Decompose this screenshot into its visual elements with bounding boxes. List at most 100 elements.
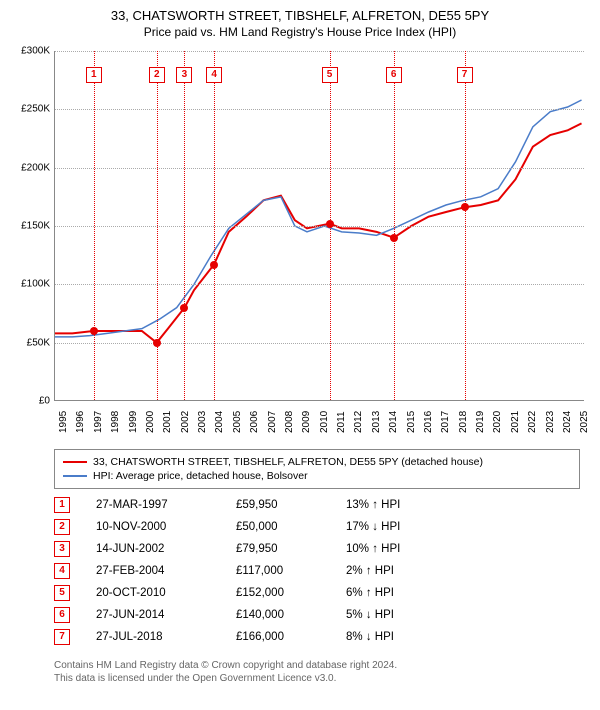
x-tick-label: 1997	[93, 411, 104, 433]
legend-label: 33, CHATSWORTH STREET, TIBSHELF, ALFRETO…	[93, 456, 483, 468]
row-price: £59,950	[236, 499, 346, 511]
x-tick-label: 2005	[232, 411, 243, 433]
row-price: £117,000	[236, 565, 346, 577]
x-tick-label: 1999	[128, 411, 139, 433]
row-pct: 13% ↑ HPI	[346, 499, 476, 511]
table-row: 4 27-FEB-2004£117,0002% ↑ HPI	[54, 563, 580, 579]
x-tick-label: 2019	[475, 411, 486, 433]
row-pct: 17% ↓ HPI	[346, 521, 476, 533]
row-date: 10-NOV-2000	[96, 521, 236, 533]
marker-dot	[153, 339, 161, 347]
x-tick-label: 2007	[267, 411, 278, 433]
series-line	[55, 100, 582, 337]
row-pct: 2% ↑ HPI	[346, 565, 476, 577]
y-tick-label: £100K	[10, 279, 50, 290]
gridline	[55, 284, 584, 285]
marker-box: 7	[457, 67, 473, 83]
x-tick-label: 1995	[58, 411, 69, 433]
marker-dot	[180, 304, 188, 312]
footer-line-1: Contains HM Land Registry data © Crown c…	[54, 659, 580, 672]
x-tick-label: 2022	[527, 411, 538, 433]
marker-dot	[90, 327, 98, 335]
marker-vline	[94, 51, 95, 400]
x-tick-label: 2006	[249, 411, 260, 433]
table-row: 314-JUN-2002£79,95010% ↑ HPI	[54, 541, 580, 557]
x-tick-label: 2000	[145, 411, 156, 433]
row-price: £140,000	[236, 609, 346, 621]
marker-box: 1	[86, 67, 102, 83]
transaction-table: 127-MAR-1997£59,95013% ↑ HPI210-NOV-2000…	[54, 497, 580, 645]
marker-box: 2	[149, 67, 165, 83]
table-row: 127-MAR-1997£59,95013% ↑ HPI	[54, 497, 580, 513]
marker-box: 6	[386, 67, 402, 83]
table-row: 210-NOV-2000£50,00017% ↓ HPI	[54, 519, 580, 535]
y-tick-label: £0	[10, 396, 50, 407]
row-date: 27-JUN-2014	[96, 609, 236, 621]
y-tick-label: £50K	[10, 337, 50, 348]
x-tick-label: 2024	[562, 411, 573, 433]
x-tick-label: 2017	[440, 411, 451, 433]
plot-region: 1234567	[54, 51, 584, 401]
row-marker-box: 6	[54, 607, 70, 623]
x-tick-label: 2003	[197, 411, 208, 433]
row-pct: 10% ↑ HPI	[346, 543, 476, 555]
gridline	[55, 109, 584, 110]
x-tick-label: 2025	[579, 411, 590, 433]
table-row: 520-OCT-2010£152,0006% ↑ HPI	[54, 585, 580, 601]
y-tick-label: £250K	[10, 104, 50, 115]
marker-vline	[394, 51, 395, 400]
x-tick-label: 2020	[492, 411, 503, 433]
x-tick-label: 2014	[388, 411, 399, 433]
row-marker-box: 1	[54, 497, 70, 513]
footer-line-2: This data is licensed under the Open Gov…	[54, 672, 580, 685]
gridline	[55, 343, 584, 344]
row-marker-box: 4	[54, 563, 70, 579]
y-tick-label: £300K	[10, 46, 50, 57]
row-marker-box: 5	[54, 585, 70, 601]
x-tick-label: 2015	[406, 411, 417, 433]
row-date: 27-JUL-2018	[96, 631, 236, 643]
x-tick-label: 2021	[510, 411, 521, 433]
y-tick-label: £200K	[10, 162, 50, 173]
x-tick-label: 1998	[110, 411, 121, 433]
legend-swatch	[63, 461, 87, 463]
legend-label: HPI: Average price, detached house, Bols…	[93, 470, 308, 482]
x-tick-label: 2004	[214, 411, 225, 433]
marker-box: 3	[176, 67, 192, 83]
marker-vline	[157, 51, 158, 400]
row-pct: 5% ↓ HPI	[346, 609, 476, 621]
x-tick-label: 2016	[423, 411, 434, 433]
gridline	[55, 226, 584, 227]
x-tick-label: 2002	[180, 411, 191, 433]
x-tick-label: 2009	[301, 411, 312, 433]
legend-swatch	[63, 475, 87, 477]
x-tick-label: 2010	[319, 411, 330, 433]
legend-item: HPI: Average price, detached house, Bols…	[63, 470, 571, 482]
marker-dot	[390, 234, 398, 242]
x-tick-label: 2023	[545, 411, 556, 433]
chart-subtitle: Price paid vs. HM Land Registry's House …	[10, 25, 590, 39]
x-tick-label: 2008	[284, 411, 295, 433]
x-tick-label: 2013	[371, 411, 382, 433]
page-container: 33, CHATSWORTH STREET, TIBSHELF, ALFRETO…	[0, 0, 600, 710]
marker-vline	[214, 51, 215, 400]
x-tick-label: 2018	[458, 411, 469, 433]
row-price: £166,000	[236, 631, 346, 643]
chart-area: £0£50K£100K£150K£200K£250K£300K 1234567 …	[10, 45, 590, 445]
row-price: £152,000	[236, 587, 346, 599]
row-date: 27-FEB-2004	[96, 565, 236, 577]
row-pct: 8% ↓ HPI	[346, 631, 476, 643]
row-marker-box: 2	[54, 519, 70, 535]
row-marker-box: 7	[54, 629, 70, 645]
x-tick-label: 2001	[162, 411, 173, 433]
marker-dot	[461, 203, 469, 211]
row-date: 20-OCT-2010	[96, 587, 236, 599]
row-marker-box: 3	[54, 541, 70, 557]
legend: 33, CHATSWORTH STREET, TIBSHELF, ALFRETO…	[54, 449, 580, 489]
legend-item: 33, CHATSWORTH STREET, TIBSHELF, ALFRETO…	[63, 456, 571, 468]
series-line	[55, 123, 582, 342]
x-tick-label: 1996	[75, 411, 86, 433]
row-date: 14-JUN-2002	[96, 543, 236, 555]
x-tick-label: 2011	[336, 411, 347, 433]
footer-attribution: Contains HM Land Registry data © Crown c…	[54, 659, 580, 685]
